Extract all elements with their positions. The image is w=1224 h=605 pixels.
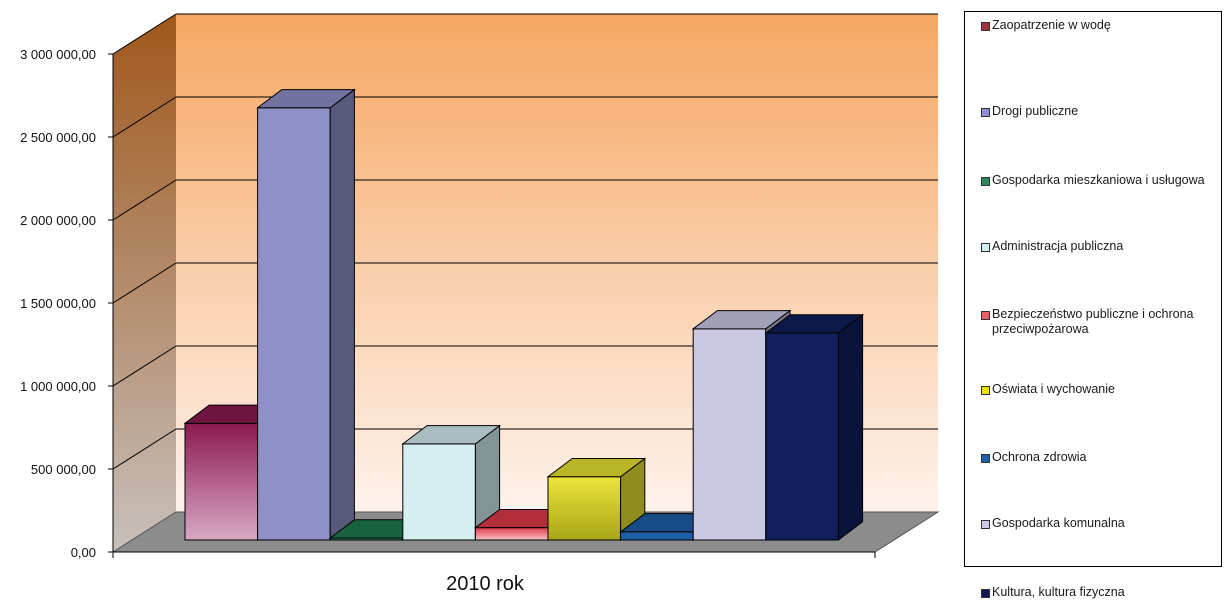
legend-label: Oświata i wychowanie bbox=[992, 382, 1115, 396]
y-tick-label: 1 500 000,00 bbox=[20, 296, 96, 311]
legend-item: Ochrona zdrowia bbox=[981, 450, 1215, 465]
y-tick-label: 0,00 bbox=[71, 545, 96, 560]
y-tick-label: 3 000 000,00 bbox=[20, 47, 96, 62]
gridline-side bbox=[112, 179, 177, 221]
bar-top bbox=[546, 458, 647, 478]
legend-item: Drogi publiczne bbox=[981, 104, 1215, 119]
legend-label: Ochrona zdrowia bbox=[992, 450, 1087, 464]
bar-front bbox=[620, 531, 694, 541]
y-tick-label: 2 000 000,00 bbox=[20, 213, 96, 228]
legend-swatch bbox=[981, 311, 990, 320]
bar-side bbox=[329, 88, 355, 542]
gridline-side bbox=[112, 345, 177, 387]
bar-front bbox=[184, 422, 259, 541]
legend-label: Zaopatrzenie w wodę bbox=[992, 18, 1111, 32]
gridline-side bbox=[112, 96, 177, 138]
bar-front bbox=[547, 476, 622, 541]
legend-item: Administracja publiczna bbox=[981, 239, 1215, 254]
legend-item: Zaopatrzenie w wodę bbox=[981, 18, 1215, 33]
legend-swatch bbox=[981, 243, 990, 252]
x-axis-label: 2010 rok bbox=[446, 573, 525, 595]
legend-swatch bbox=[981, 589, 990, 598]
legend-item: Bezpieczeństwo publiczne i ochrona przec… bbox=[981, 307, 1215, 337]
legend-swatch bbox=[981, 177, 990, 186]
legend-label: Drogi publiczne bbox=[992, 104, 1079, 118]
legend-item: Gospodarka komunalna bbox=[981, 516, 1215, 531]
bar-front bbox=[765, 332, 839, 541]
bar-8 bbox=[764, 313, 865, 542]
legend-label: Kultura, kultura fizyczna bbox=[992, 585, 1125, 599]
chart-legend: Zaopatrzenie w wodę Drogi publiczne Gospod… bbox=[964, 11, 1222, 599]
y-tick-label: 500 000,00 bbox=[31, 462, 96, 477]
bar-3 bbox=[401, 424, 502, 542]
bar-top bbox=[764, 314, 865, 334]
bar-front bbox=[692, 328, 767, 541]
legend-swatch bbox=[981, 108, 990, 117]
legend-label: Gospodarka mieszkaniowa i usługowa bbox=[992, 173, 1205, 187]
legend-item: Kultura, kultura fizyczna bbox=[981, 585, 1215, 600]
legend-item: Oświata i wychowanie bbox=[981, 382, 1215, 397]
bar-top bbox=[691, 310, 792, 330]
legend-label: Gospodarka komunalna bbox=[992, 516, 1125, 530]
legend-label: Bezpieczeństwo publiczne i ochrona przec… bbox=[992, 307, 1194, 336]
legend-swatch bbox=[981, 454, 990, 463]
y-tick-label: 1 000 000,00 bbox=[20, 379, 96, 394]
bar-front bbox=[474, 527, 549, 541]
bar-1 bbox=[256, 88, 356, 542]
legend-swatch bbox=[981, 22, 990, 31]
bar-top bbox=[401, 425, 502, 445]
bar-top bbox=[256, 89, 356, 109]
gridline-side bbox=[112, 428, 177, 470]
gridline-side bbox=[112, 262, 177, 304]
legend-label: Administracja publiczna bbox=[992, 239, 1124, 253]
bar-front bbox=[257, 107, 331, 541]
gridline-side bbox=[112, 13, 177, 55]
legend-swatch bbox=[981, 386, 990, 395]
bar-chart: 0,00 500 000,00 1 000 000,00 1 500 000,00 2 … bbox=[20, 13, 940, 595]
chart-area: 0,00 500 000,00 1 000 000,00 1 500 000,00 2 … bbox=[20, 13, 940, 595]
y-tick-label: 2 500 000,00 bbox=[20, 130, 96, 145]
legend-item: Gospodarka mieszkaniowa i usługowa bbox=[981, 173, 1215, 188]
bar-side bbox=[837, 313, 864, 542]
legend-swatch bbox=[981, 520, 990, 529]
bar-front bbox=[402, 443, 476, 541]
